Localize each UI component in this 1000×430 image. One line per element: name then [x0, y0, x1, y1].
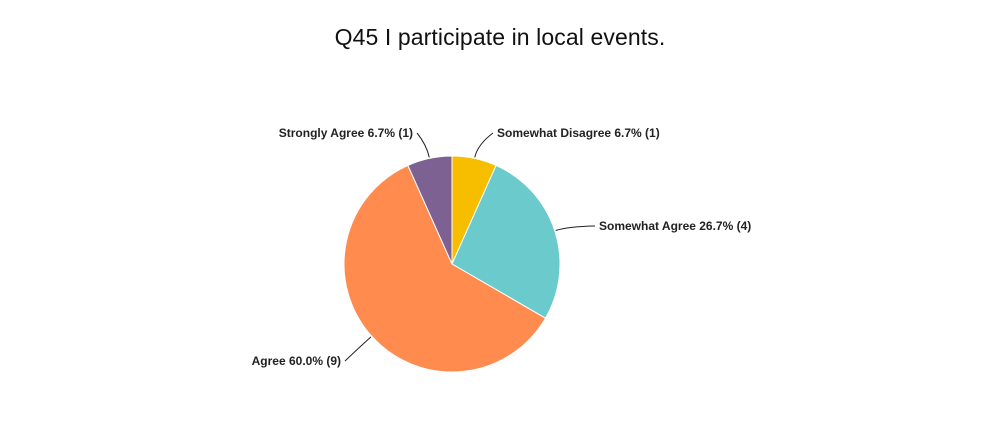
chart-title: Q45 I participate in local events.: [334, 24, 666, 50]
slice-label-somewhat-agree: Somewhat Agree 26.7% (4): [599, 219, 751, 233]
leader-line-strongly-agree: [416, 132, 430, 158]
slice-label-agree: Agree 60.0% (9): [252, 354, 341, 368]
slice-label-somewhat-disagree: Somewhat Disagree 6.7% (1): [497, 126, 660, 140]
pie-slice-somewhat-agree: [451, 164, 561, 319]
pie-labels: Somewhat Disagree 6.7% (1) Somewhat Agree…: [252, 126, 752, 368]
pie-slice-agree: [343, 164, 547, 373]
leader-line-agree: [344, 336, 372, 362]
leader-line-somewhat-agree: [555, 225, 596, 231]
pie-slice-strongly-agree: [407, 155, 453, 265]
slice-label-strongly-agree: Strongly Agree 6.7% (1): [279, 126, 413, 140]
leader-line-somewhat-disagree: [474, 132, 494, 158]
pie-slices: [343, 155, 561, 373]
pie-leader-lines: [344, 132, 596, 362]
